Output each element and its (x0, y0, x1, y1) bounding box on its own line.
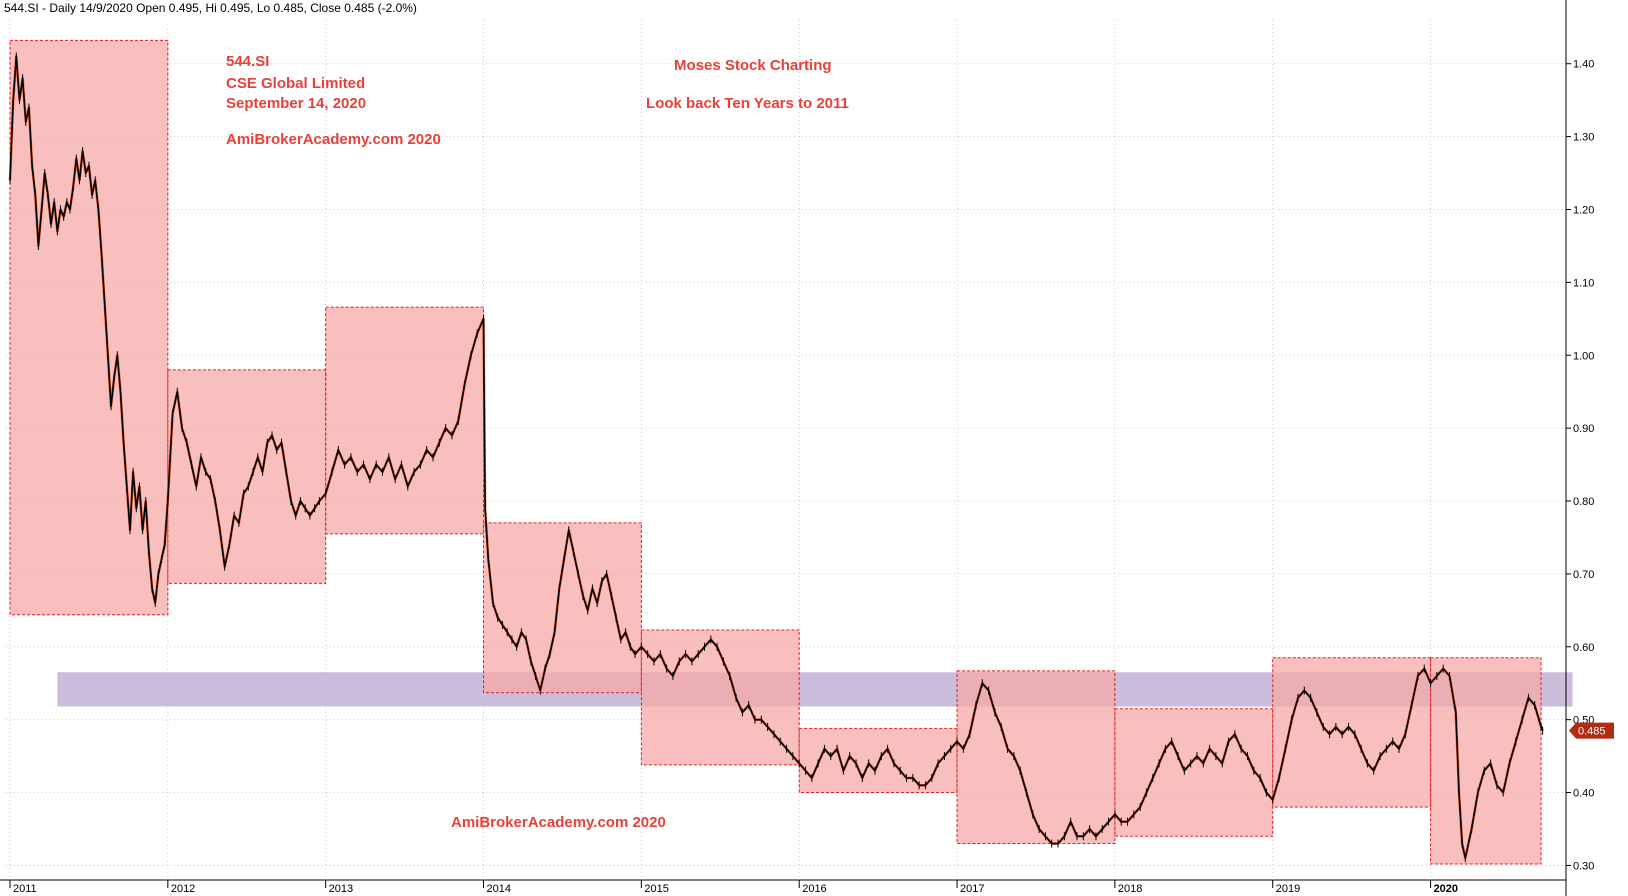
x-tick-label: 2020 (1434, 883, 1458, 895)
y-tick-label: 0.40 (1573, 788, 1594, 800)
x-tick-label: 2018 (1118, 883, 1142, 895)
y-tick-label: 1.20 (1573, 204, 1594, 216)
range-box-2015 (640, 629, 800, 766)
x-tick-label: 2015 (644, 883, 668, 895)
price-series (8, 52, 1544, 863)
range-box-2012 (167, 369, 327, 584)
range-box-2017 (956, 670, 1116, 845)
y-tick-label: 1.00 (1573, 350, 1594, 362)
last-price-tag: 0.485 (1569, 722, 1614, 739)
yearly-range-boxes (9, 39, 1542, 865)
company-label: CSE Global Limited (226, 75, 365, 92)
chart-title: Moses Stock Charting (674, 57, 832, 74)
range-box-2018 (1114, 708, 1274, 837)
x-tick-label: 2017 (960, 883, 984, 895)
x-tick-label: 2019 (1276, 883, 1300, 895)
site-label-bottom: AmiBrokerAcademy.com 2020 (451, 814, 666, 831)
site-label-top: AmiBrokerAcademy.com 2020 (226, 131, 441, 148)
range-box-2011 (9, 39, 169, 616)
range-box-2020 (1430, 657, 1542, 865)
range-box-2013 (325, 306, 485, 535)
y-tick-label: 0.70 (1573, 569, 1594, 581)
y-tick-label: 1.10 (1573, 277, 1594, 289)
ticker-label: 544.SI (226, 53, 269, 70)
price-line (9, 55, 1544, 859)
y-tick-label: 0.90 (1573, 423, 1594, 435)
y-tick-label: 1.30 (1573, 132, 1594, 144)
y-tick-label: 1.40 (1573, 59, 1594, 71)
chart-header: 544.SI - Daily 14/9/2020 Open 0.495, Hi … (4, 1, 417, 15)
last-price-value: 0.485 (1578, 726, 1606, 738)
date-label: September 14, 2020 (226, 95, 366, 112)
y-tick-label: 0.80 (1573, 496, 1594, 508)
x-tick-label: 2013 (329, 883, 353, 895)
x-tick-label: 2011 (13, 883, 37, 895)
range-box-2014 (483, 522, 642, 694)
axes: 1.401.301.201.101.000.900.800.700.600.50… (0, 0, 1594, 896)
x-tick-label: 2016 (802, 883, 826, 895)
y-tick-label: 0.60 (1573, 642, 1594, 654)
chart-subtitle: Look back Ten Years to 2011 (646, 95, 849, 112)
y-tick-label: 0.30 (1573, 860, 1594, 872)
x-tick-label: 2014 (487, 883, 511, 895)
x-tick-label: 2012 (171, 883, 195, 895)
